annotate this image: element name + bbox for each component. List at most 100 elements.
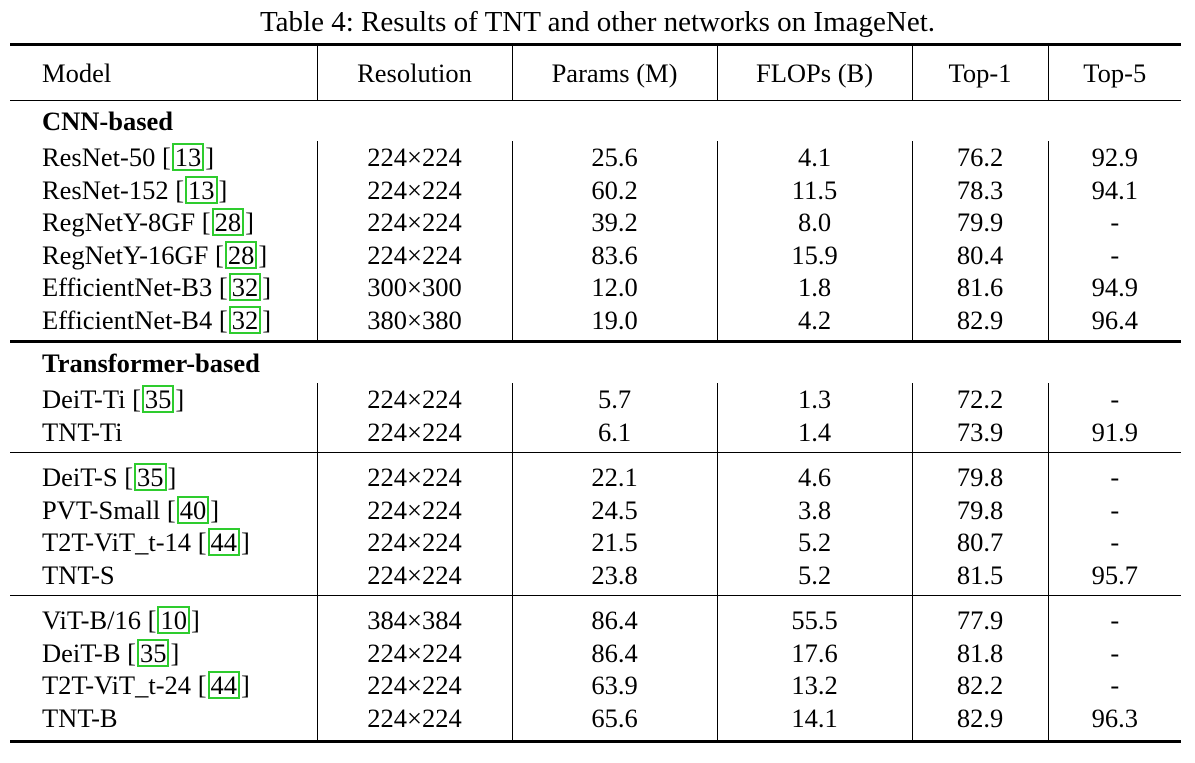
citation-link[interactable]: 10 <box>157 606 190 635</box>
top5-cell: - <box>1047 636 1181 669</box>
table-row: RegNetY-16GF [28] 224×224 83.6 15.9 80.4… <box>10 238 1181 271</box>
citation-link[interactable]: 32 <box>228 273 262 302</box>
resolution-cell: 224×224 <box>316 636 512 669</box>
flops-cell: 11.5 <box>716 173 912 206</box>
table-row: EfficientNet-B4 [32] 380×380 19.0 4.2 82… <box>10 303 1181 342</box>
top5-cell: - <box>1047 526 1181 559</box>
table-row: ResNet-50 [13] 224×224 25.6 4.1 76.2 92.… <box>10 141 1181 174</box>
params-cell: 86.4 <box>511 636 717 669</box>
flops-cell: 8.0 <box>716 206 912 239</box>
flops-cell: 55.5 <box>716 595 912 637</box>
params-cell: 63.9 <box>511 669 717 702</box>
params-cell: 5.7 <box>511 383 717 416</box>
table-row: T2T-ViT_t-24 [44] 224×224 63.9 13.2 82.2… <box>10 669 1181 702</box>
top1-cell: 76.2 <box>911 141 1048 174</box>
model-name: ResNet-50 <box>42 142 156 173</box>
top5-cell: - <box>1047 493 1181 526</box>
model-cell: DeiT-B [35] <box>42 637 180 668</box>
table-row: DeiT-S [35] 224×224 22.1 4.6 79.8 - <box>10 452 1181 494</box>
table-row: EfficientNet-B3 [32] 300×300 12.0 1.8 81… <box>10 271 1181 304</box>
table-row: RegNetY-8GF [28] 224×224 39.2 8.0 79.9 - <box>10 206 1181 239</box>
flops-cell: 3.8 <box>716 493 912 526</box>
top1-cell: 79.9 <box>911 206 1048 239</box>
model-cell: EfficientNet-B4 [32] <box>42 304 272 335</box>
table-caption: Table 4: Results of TNT and other networ… <box>259 6 936 38</box>
resolution-cell: 224×224 <box>316 669 512 702</box>
top5-cell: 92.9 <box>1047 141 1181 174</box>
resolution-cell: 224×224 <box>316 415 512 453</box>
params-cell: 12.0 <box>511 271 717 304</box>
resolution-cell: 224×224 <box>316 383 512 416</box>
citation-link[interactable]: 40 <box>176 495 210 524</box>
top1-cell: 82.9 <box>911 303 1048 342</box>
model-cell: ViT-B/16 [10] <box>10 595 317 637</box>
top1-cell: 80.7 <box>911 526 1048 559</box>
table-row: ResNet-152 [13] 224×224 60.2 11.5 78.3 9… <box>10 173 1181 206</box>
top5-cell: - <box>1047 452 1181 494</box>
model-name: DeiT-S <box>42 462 118 493</box>
flops-cell: 1.3 <box>716 383 912 416</box>
model-cell: DeiT-S [35] <box>10 452 317 494</box>
top5-cell: 94.1 <box>1047 173 1181 206</box>
params-cell: 86.4 <box>511 595 717 637</box>
flops-cell: 13.2 <box>716 669 912 702</box>
column-header-top5: Top-5 <box>1047 43 1181 101</box>
model-name: RegNetY-8GF <box>42 207 196 238</box>
model-cell: EfficientNet-B3 [32] <box>42 272 272 303</box>
resolution-cell: 224×224 <box>316 173 512 206</box>
top5-cell-best: 91.9 <box>1047 415 1181 453</box>
model-cell: ResNet-50 [13] <box>42 142 215 173</box>
citation-link[interactable]: 13 <box>171 143 205 172</box>
citation-link[interactable]: 35 <box>136 638 170 667</box>
params-cell: 6.1 <box>511 415 717 453</box>
table-row: TNT-Ti 224×224 6.1 1.4 73.9 91.9 <box>10 415 1181 453</box>
table-row: T2T-ViT_t-14 [44] 224×224 21.5 5.2 80.7 … <box>10 526 1181 559</box>
top5-cell: 94.9 <box>1047 271 1181 304</box>
citation-link[interactable]: 32 <box>228 305 262 334</box>
resolution-cell: 224×224 <box>316 238 512 271</box>
group-heading-row: CNN-based <box>10 101 1181 142</box>
flops-cell: 1.8 <box>716 271 912 304</box>
model-name: TNT-S <box>42 559 115 590</box>
params-cell: 21.5 <box>511 526 717 559</box>
model-name: TNT-B <box>10 701 317 743</box>
model-name: EfficientNet-B4 <box>42 304 213 335</box>
table-row: ViT-B/16 [10] 384×384 86.4 55.5 77.9 - <box>10 595 1181 637</box>
model-name: T2T-ViT_t-24 <box>42 670 192 701</box>
flops-cell: 1.4 <box>716 415 912 453</box>
citation-link[interactable]: 28 <box>224 240 258 269</box>
results-table: Model Resolution Params (M) FLOPs (B) To… <box>10 43 1181 743</box>
top1-cell-best: 81.5 <box>911 558 1048 596</box>
top5-cell-best: 96.3 <box>1047 701 1181 743</box>
resolution-cell: 224×224 <box>316 701 512 743</box>
top1-cell: 81.6 <box>911 271 1048 304</box>
table-row: DeiT-B [35] 224×224 86.4 17.6 81.8 - <box>10 636 1181 669</box>
model-cell: PVT-Small [40] <box>42 494 220 525</box>
resolution-cell: 224×224 <box>316 141 512 174</box>
flops-cell: 4.6 <box>716 452 912 494</box>
citation-link[interactable]: 44 <box>207 528 241 557</box>
resolution-cell: 224×224 <box>316 526 512 559</box>
top1-cell: 80.4 <box>911 238 1048 271</box>
table-row: DeiT-Ti [35] 224×224 5.7 1.3 72.2 - <box>10 383 1181 416</box>
resolution-cell: 224×224 <box>316 558 512 596</box>
citation-link[interactable]: 35 <box>134 463 167 492</box>
params-cell: 83.6 <box>511 238 717 271</box>
citation-link[interactable]: 44 <box>207 671 241 700</box>
citation-link[interactable]: 28 <box>211 208 245 237</box>
resolution-cell: 224×224 <box>316 206 512 239</box>
params-cell: 24.5 <box>511 493 717 526</box>
resolution-cell: 380×380 <box>316 303 512 342</box>
column-header-resolution: Resolution <box>316 43 512 101</box>
model-name: DeiT-Ti <box>42 384 126 415</box>
top5-cell: - <box>1047 206 1181 239</box>
citation-link[interactable]: 13 <box>185 175 218 204</box>
model-cell: T2T-ViT_t-14 [44] <box>42 527 250 558</box>
table-row: PVT-Small [40] 224×224 24.5 3.8 79.8 - <box>10 493 1181 526</box>
citation-link[interactable]: 35 <box>141 385 175 414</box>
column-header-model: Model <box>10 43 317 101</box>
params-cell: 65.6 <box>511 701 717 743</box>
top1-cell-best: 73.9 <box>911 415 1048 453</box>
top5-cell: - <box>1047 595 1181 637</box>
flops-cell: 5.2 <box>716 558 912 596</box>
